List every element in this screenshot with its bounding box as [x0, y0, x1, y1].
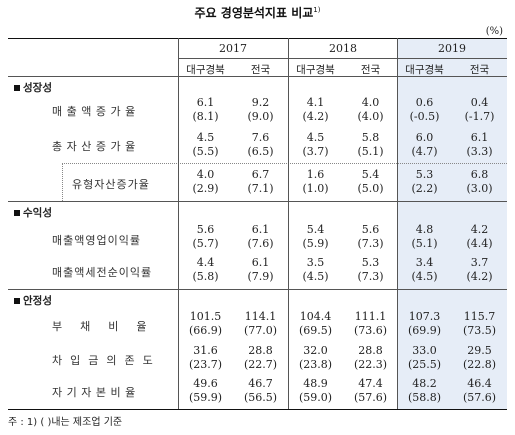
year-rule	[178, 58, 507, 59]
value-cell: 46.7 (56.5)	[243, 377, 278, 404]
top-rule	[8, 38, 507, 39]
value-cell: 9.2 (9.0)	[247, 96, 274, 123]
row-label: 매출액세전순이익률	[52, 266, 153, 279]
row-label: 매출액증가율	[52, 105, 140, 118]
value-cell: 101.5 (66.9)	[188, 310, 223, 337]
header-rule	[8, 76, 507, 77]
value-cell: 29.5 (22.8)	[462, 344, 497, 371]
section-header: 수익성	[14, 205, 52, 220]
col-header-national: 전국	[250, 64, 271, 76]
row-label: 부채비율	[52, 320, 165, 333]
value-cell: 0.6 (-0.5)	[409, 96, 440, 123]
value-cell: 0.4 (-1.7)	[464, 96, 495, 123]
value-cell: 6.1 (8.1)	[192, 96, 219, 123]
value-cell: 115.7 (73.5)	[462, 310, 497, 337]
row-label: 총자산증가율	[52, 140, 140, 153]
value-cell: 28.8 (22.3)	[353, 344, 388, 371]
value-cell: 4.4 (5.8)	[192, 256, 219, 283]
footnote: 주 : 1) ( )내는 제조업 기준	[8, 417, 123, 428]
value-cell: 6.1 (7.6)	[247, 223, 274, 250]
value-cell: 5.8 (5.1)	[357, 131, 384, 158]
highlight-column-2019	[397, 38, 507, 409]
bottom-rule	[8, 409, 507, 410]
value-cell: 6.1 (3.3)	[466, 131, 493, 158]
value-cell: 104.4 (69.5)	[298, 310, 333, 337]
unit-label: (%)	[485, 26, 503, 37]
value-cell: 5.3 (7.3)	[357, 256, 384, 283]
value-cell: 48.2 (58.8)	[407, 377, 442, 404]
value-cell: 48.9 (59.0)	[298, 377, 333, 404]
value-cell: 31.6 (23.7)	[188, 344, 223, 371]
value-cell: 6.1 (7.9)	[247, 256, 274, 283]
value-cell: 5.6 (5.7)	[192, 223, 219, 250]
value-cell: 5.4 (5.0)	[357, 168, 384, 195]
value-cell: 107.3 (69.9)	[407, 310, 442, 337]
year-header: 2019	[438, 42, 466, 55]
value-cell: 4.5 (3.7)	[302, 131, 329, 158]
subrow-left-rule	[62, 163, 63, 201]
col-header-region: 대구경북	[405, 64, 444, 76]
value-cell: 5.4 (5.9)	[302, 223, 329, 250]
col-header-national: 전국	[360, 64, 381, 76]
section-header: 안정성	[14, 293, 52, 308]
row-label: 차입금의존도	[52, 354, 161, 367]
col-rule-2	[288, 38, 289, 409]
value-cell: 5.6 (7.3)	[357, 223, 384, 250]
value-cell: 111.1 (73.6)	[353, 310, 388, 337]
square-bullet-icon	[14, 210, 20, 216]
value-cell: 46.4 (57.6)	[462, 377, 497, 404]
value-cell: 4.1 (4.2)	[302, 96, 329, 123]
col-header-region: 대구경북	[296, 64, 335, 76]
value-cell: 4.0 (4.0)	[357, 96, 384, 123]
value-cell: 28.8 (22.7)	[243, 344, 278, 371]
value-cell: 6.7 (7.1)	[247, 168, 274, 195]
value-cell: 3.4 (4.5)	[411, 256, 438, 283]
section-rule-2	[8, 289, 507, 290]
value-cell: 4.2 (4.4)	[466, 223, 493, 250]
row-label: 유형자산증가율	[72, 178, 150, 191]
col-header-region: 대구경북	[186, 64, 225, 76]
value-cell: 33.0 (25.5)	[407, 344, 442, 371]
year-header: 2017	[219, 42, 247, 55]
year-header: 2018	[329, 42, 357, 55]
value-cell: 7.6 (6.5)	[247, 131, 274, 158]
value-cell: 1.6 (1.0)	[302, 168, 329, 195]
value-cell: 4.8 (5.1)	[411, 223, 438, 250]
section-rule-1	[8, 201, 507, 202]
value-cell: 114.1 (77.0)	[243, 310, 278, 337]
col-header-national: 전국	[469, 64, 490, 76]
value-cell: 4.5 (5.5)	[192, 131, 219, 158]
value-cell: 3.5 (4.5)	[302, 256, 329, 283]
square-bullet-icon	[14, 298, 20, 304]
value-cell: 4.0 (2.9)	[192, 168, 219, 195]
value-cell: 3.7 (4.2)	[466, 256, 493, 283]
value-cell: 6.8 (3.0)	[466, 168, 493, 195]
row-label: 자기자본비율	[52, 386, 140, 399]
value-cell: 5.3 (2.2)	[411, 168, 438, 195]
value-cell: 6.0 (4.7)	[411, 131, 438, 158]
table-title: 주요 경영분석지표 비교1)	[194, 6, 321, 20]
value-cell: 47.4 (57.6)	[353, 377, 388, 404]
value-cell: 32.0 (23.8)	[298, 344, 333, 371]
col-rule-3	[397, 38, 398, 409]
subrow-rule	[62, 163, 507, 164]
row-label: 매출액영업이익률	[52, 234, 141, 247]
section-header: 성장성	[14, 80, 52, 95]
square-bullet-icon	[14, 85, 20, 91]
col-rule-1	[178, 38, 179, 409]
value-cell: 49.6 (59.9)	[188, 377, 223, 404]
